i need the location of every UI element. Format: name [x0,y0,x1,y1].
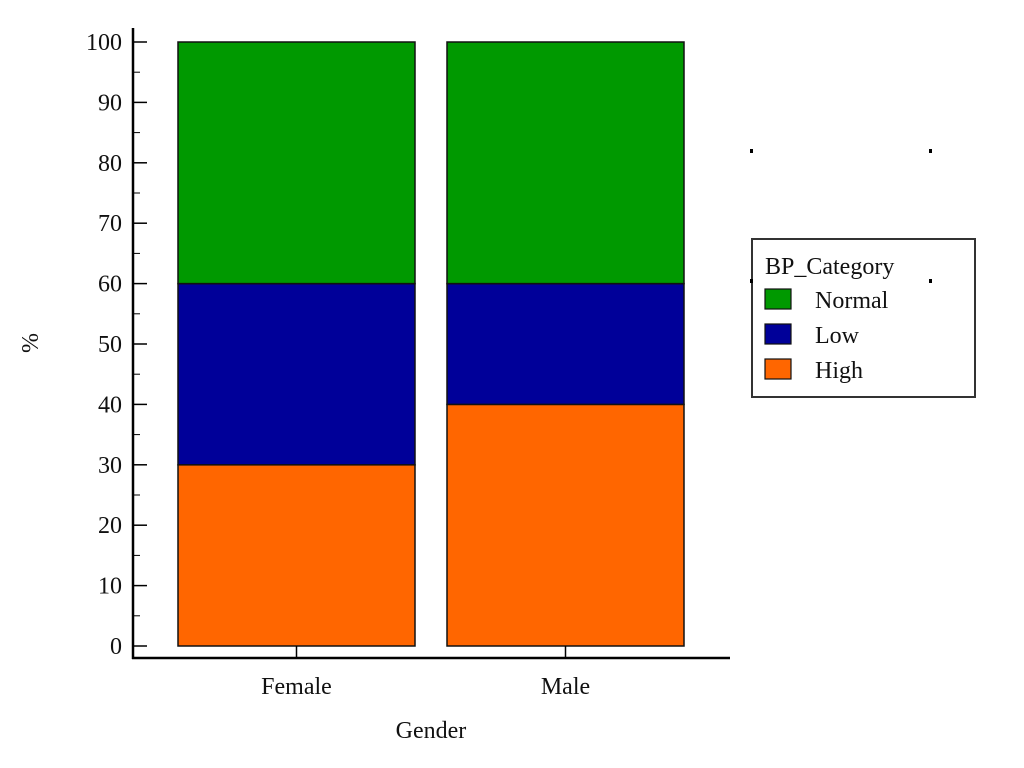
bar-male-normal [446,41,685,285]
y-tick-label: 20 [98,513,122,539]
y-tick-label: 80 [98,151,122,177]
x-tick-label: Female [261,674,332,700]
y-axis-label: % [18,333,44,353]
bar-female-normal [177,41,416,285]
x-axis-label: Gender [396,718,467,744]
y-tick-label: 30 [98,453,122,479]
y-tick-label: 100 [86,30,122,56]
y-tick-label: 10 [98,574,122,600]
y-tick-label: 40 [98,392,122,418]
bar-male-high [446,403,685,647]
legend-label-normal: Normal [815,288,889,314]
y-ticks-group: 0 10 20 30 40 50 60 70 80 90 100 [86,30,147,660]
legend-title: BP_Category [765,254,894,280]
y-tick-label: 60 [98,272,122,298]
legend: BP_Category Normal Low High [751,238,976,398]
legend-swatch-high [764,358,792,380]
y-tick-label: 70 [98,211,122,237]
bars-group [177,41,685,647]
bar-male-low [446,282,685,406]
x-tick-label: Male [541,674,590,700]
legend-swatch-low [764,323,792,345]
legend-label-high: High [815,358,863,384]
legend-swatch-normal [764,288,792,310]
x-ticks-group: Female Male [261,646,590,700]
bar-female-high [177,464,416,647]
y-tick-label: 0 [110,634,122,660]
y-tick-label: 90 [98,90,122,116]
y-tick-label: 50 [98,332,122,358]
legend-label-low: Low [815,323,860,349]
legend-items: Normal Low High [764,288,889,384]
stray-dots [750,149,932,283]
bar-female-low [177,282,416,466]
